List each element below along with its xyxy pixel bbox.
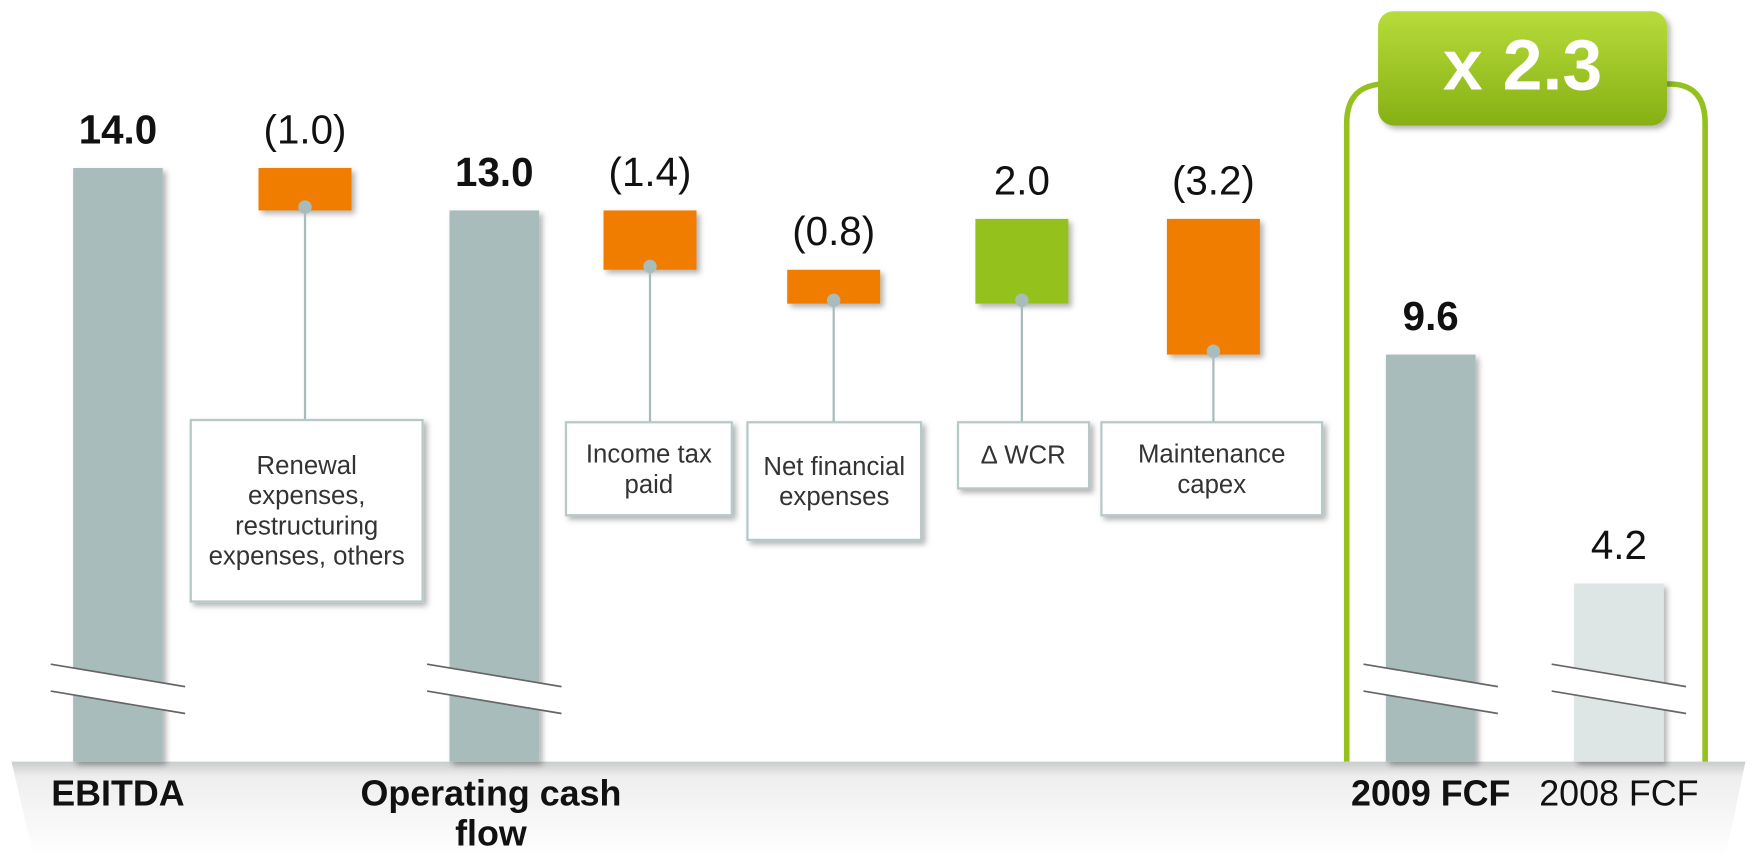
- category-label-holder: Maintenance capex: [1137, 438, 1286, 498]
- x-tick-label-holder: 2009 FCF: [1351, 772, 1511, 814]
- axis-break: [427, 664, 562, 714]
- x-tick-label: 2009 FCF: [1351, 772, 1511, 814]
- category-label-holder: Net financial expenses: [763, 450, 906, 511]
- annotation-badge: [1378, 11, 1668, 126]
- connector-dot: [826, 293, 841, 308]
- value-label: (1.4): [609, 149, 692, 195]
- category-label: Net financial expenses: [763, 450, 906, 511]
- axis-break-line: [426, 690, 562, 715]
- axis-break: [1551, 664, 1687, 714]
- value-label: 4.2: [1591, 522, 1647, 568]
- floor: [11, 761, 1746, 858]
- value-label: 13.0: [455, 149, 533, 195]
- value-label: (3.2): [1172, 157, 1255, 203]
- connector-dot: [643, 259, 657, 274]
- category-box: [746, 421, 923, 542]
- axis-break-line: [1551, 663, 1687, 688]
- axis-break-line: [1363, 663, 1499, 688]
- x-tick-label-holder: 2008 FCF: [1539, 772, 1699, 814]
- axis-break-line: [50, 663, 186, 688]
- value-label: 9.6: [1403, 293, 1459, 339]
- category-box: [956, 421, 1091, 490]
- bar: [73, 168, 163, 762]
- category-box: [189, 418, 424, 603]
- value-label: 14.0: [79, 106, 157, 152]
- category-box: [1100, 421, 1324, 517]
- axis-break-line: [426, 663, 562, 688]
- connector-dot: [1206, 344, 1221, 358]
- axis-break-line: [1363, 690, 1499, 715]
- x-tick-label-holder: Operating cash flow: [360, 772, 622, 854]
- x-tick-label-holder: EBITDA: [51, 772, 185, 814]
- x-tick-label: EBITDA: [51, 772, 185, 814]
- value-label: 2.0: [994, 157, 1050, 203]
- category-box: [564, 421, 733, 517]
- x-tick-label: Operating cash flow: [360, 772, 622, 854]
- bar: [1166, 218, 1260, 355]
- category-label-holder: Income tax paid: [585, 438, 712, 498]
- value-label: (0.8): [792, 208, 875, 254]
- connector-dot: [1015, 293, 1029, 308]
- x-tick-label: 2008 FCF: [1539, 772, 1699, 814]
- bar: [975, 218, 1069, 304]
- category-label: ∆ WCR: [981, 440, 1066, 470]
- axis-break-line: [50, 690, 186, 715]
- axis-break-line: [1551, 690, 1687, 715]
- category-label-holder: ∆ WCR: [981, 440, 1066, 470]
- category-label: Maintenance capex: [1137, 438, 1286, 498]
- annotation: x 2.3: [1443, 26, 1602, 106]
- connector-dot: [298, 200, 312, 214]
- value-label: (1.0): [264, 106, 347, 152]
- category-label-holder: Renewal expenses, restructuring expenses…: [208, 450, 405, 571]
- axis-break: [1363, 664, 1498, 714]
- axis-break: [50, 664, 186, 714]
- category-label: Renewal expenses, restructuring expenses…: [208, 450, 405, 571]
- category-label: Income tax paid: [585, 438, 712, 498]
